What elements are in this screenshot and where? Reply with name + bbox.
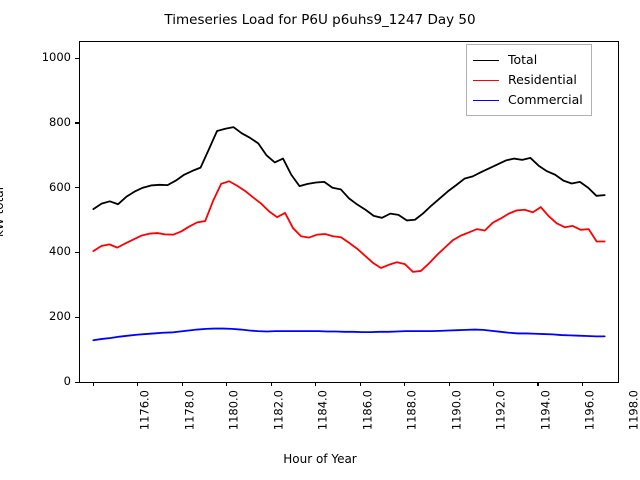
y-axis-label-wrapper: kW total xyxy=(0,41,21,383)
legend-item-total: Total xyxy=(473,50,583,70)
x-tick-label: 1188.0 xyxy=(404,390,419,431)
legend-swatch-commercial xyxy=(473,99,499,101)
y-axis-label: kW total xyxy=(0,186,7,238)
chart-legend: Total Residential Commercial xyxy=(466,44,592,116)
x-tick-mark xyxy=(359,382,361,386)
y-tick-mark xyxy=(75,122,79,124)
x-tick-label: 1184.0 xyxy=(315,390,330,431)
x-tick-mark xyxy=(137,382,139,386)
legend-label-total: Total xyxy=(508,52,538,67)
x-tick-label: 1194.0 xyxy=(537,390,552,431)
y-tick-mark xyxy=(75,316,79,318)
y-tick-label: 400 xyxy=(49,244,71,259)
x-tick-label: 1178.0 xyxy=(182,390,197,431)
y-tick-label: 1000 xyxy=(41,50,71,65)
x-tick-label: 1180.0 xyxy=(226,390,241,431)
x-tick-label: 1182.0 xyxy=(270,390,285,431)
chart-title: Timeseries Load for P6U p6uhs9_1247 Day … xyxy=(164,12,476,28)
legend-label-residential: Residential xyxy=(508,72,577,87)
x-tick-mark xyxy=(493,382,495,386)
series-line-total xyxy=(92,126,606,222)
legend-swatch-total xyxy=(473,59,499,61)
y-tick-mark xyxy=(75,57,79,59)
y-tick-mark xyxy=(75,187,79,189)
legend-swatch-residential xyxy=(473,79,499,81)
x-tick-label: 1192.0 xyxy=(493,390,508,431)
x-tick-label: 1186.0 xyxy=(359,390,374,431)
x-tick-mark xyxy=(404,382,406,386)
x-tick-mark xyxy=(92,382,94,386)
y-tick-label: 800 xyxy=(49,114,71,129)
x-axis-label: Hour of Year xyxy=(283,452,357,466)
x-tick-mark xyxy=(581,382,584,386)
plot-lines xyxy=(92,126,606,342)
x-tick-mark xyxy=(270,382,272,386)
x-tick-mark xyxy=(315,382,317,386)
y-tick-label: 200 xyxy=(49,309,71,324)
x-tick-mark xyxy=(448,382,450,386)
legend-item-commercial: Commercial xyxy=(473,90,583,110)
legend-label-commercial: Commercial xyxy=(508,92,583,107)
series-line-residential xyxy=(92,180,606,273)
y-tick-mark xyxy=(75,381,79,383)
plot-area xyxy=(79,41,619,383)
x-tick-label: 1190.0 xyxy=(448,390,463,431)
x-tick-label: 1198.0 xyxy=(626,390,640,431)
legend-item-residential: Residential xyxy=(473,70,583,90)
y-tick-mark xyxy=(75,251,79,254)
x-tick-mark xyxy=(181,382,183,386)
x-tick-mark xyxy=(226,382,228,386)
x-tick-label: 1176.0 xyxy=(137,390,152,431)
y-tick-label: 600 xyxy=(49,179,71,194)
x-tick-label: 1196.0 xyxy=(582,390,597,431)
x-tick-mark xyxy=(537,382,539,386)
y-tick-label: 0 xyxy=(63,374,71,388)
series-line-commercial xyxy=(92,327,606,342)
